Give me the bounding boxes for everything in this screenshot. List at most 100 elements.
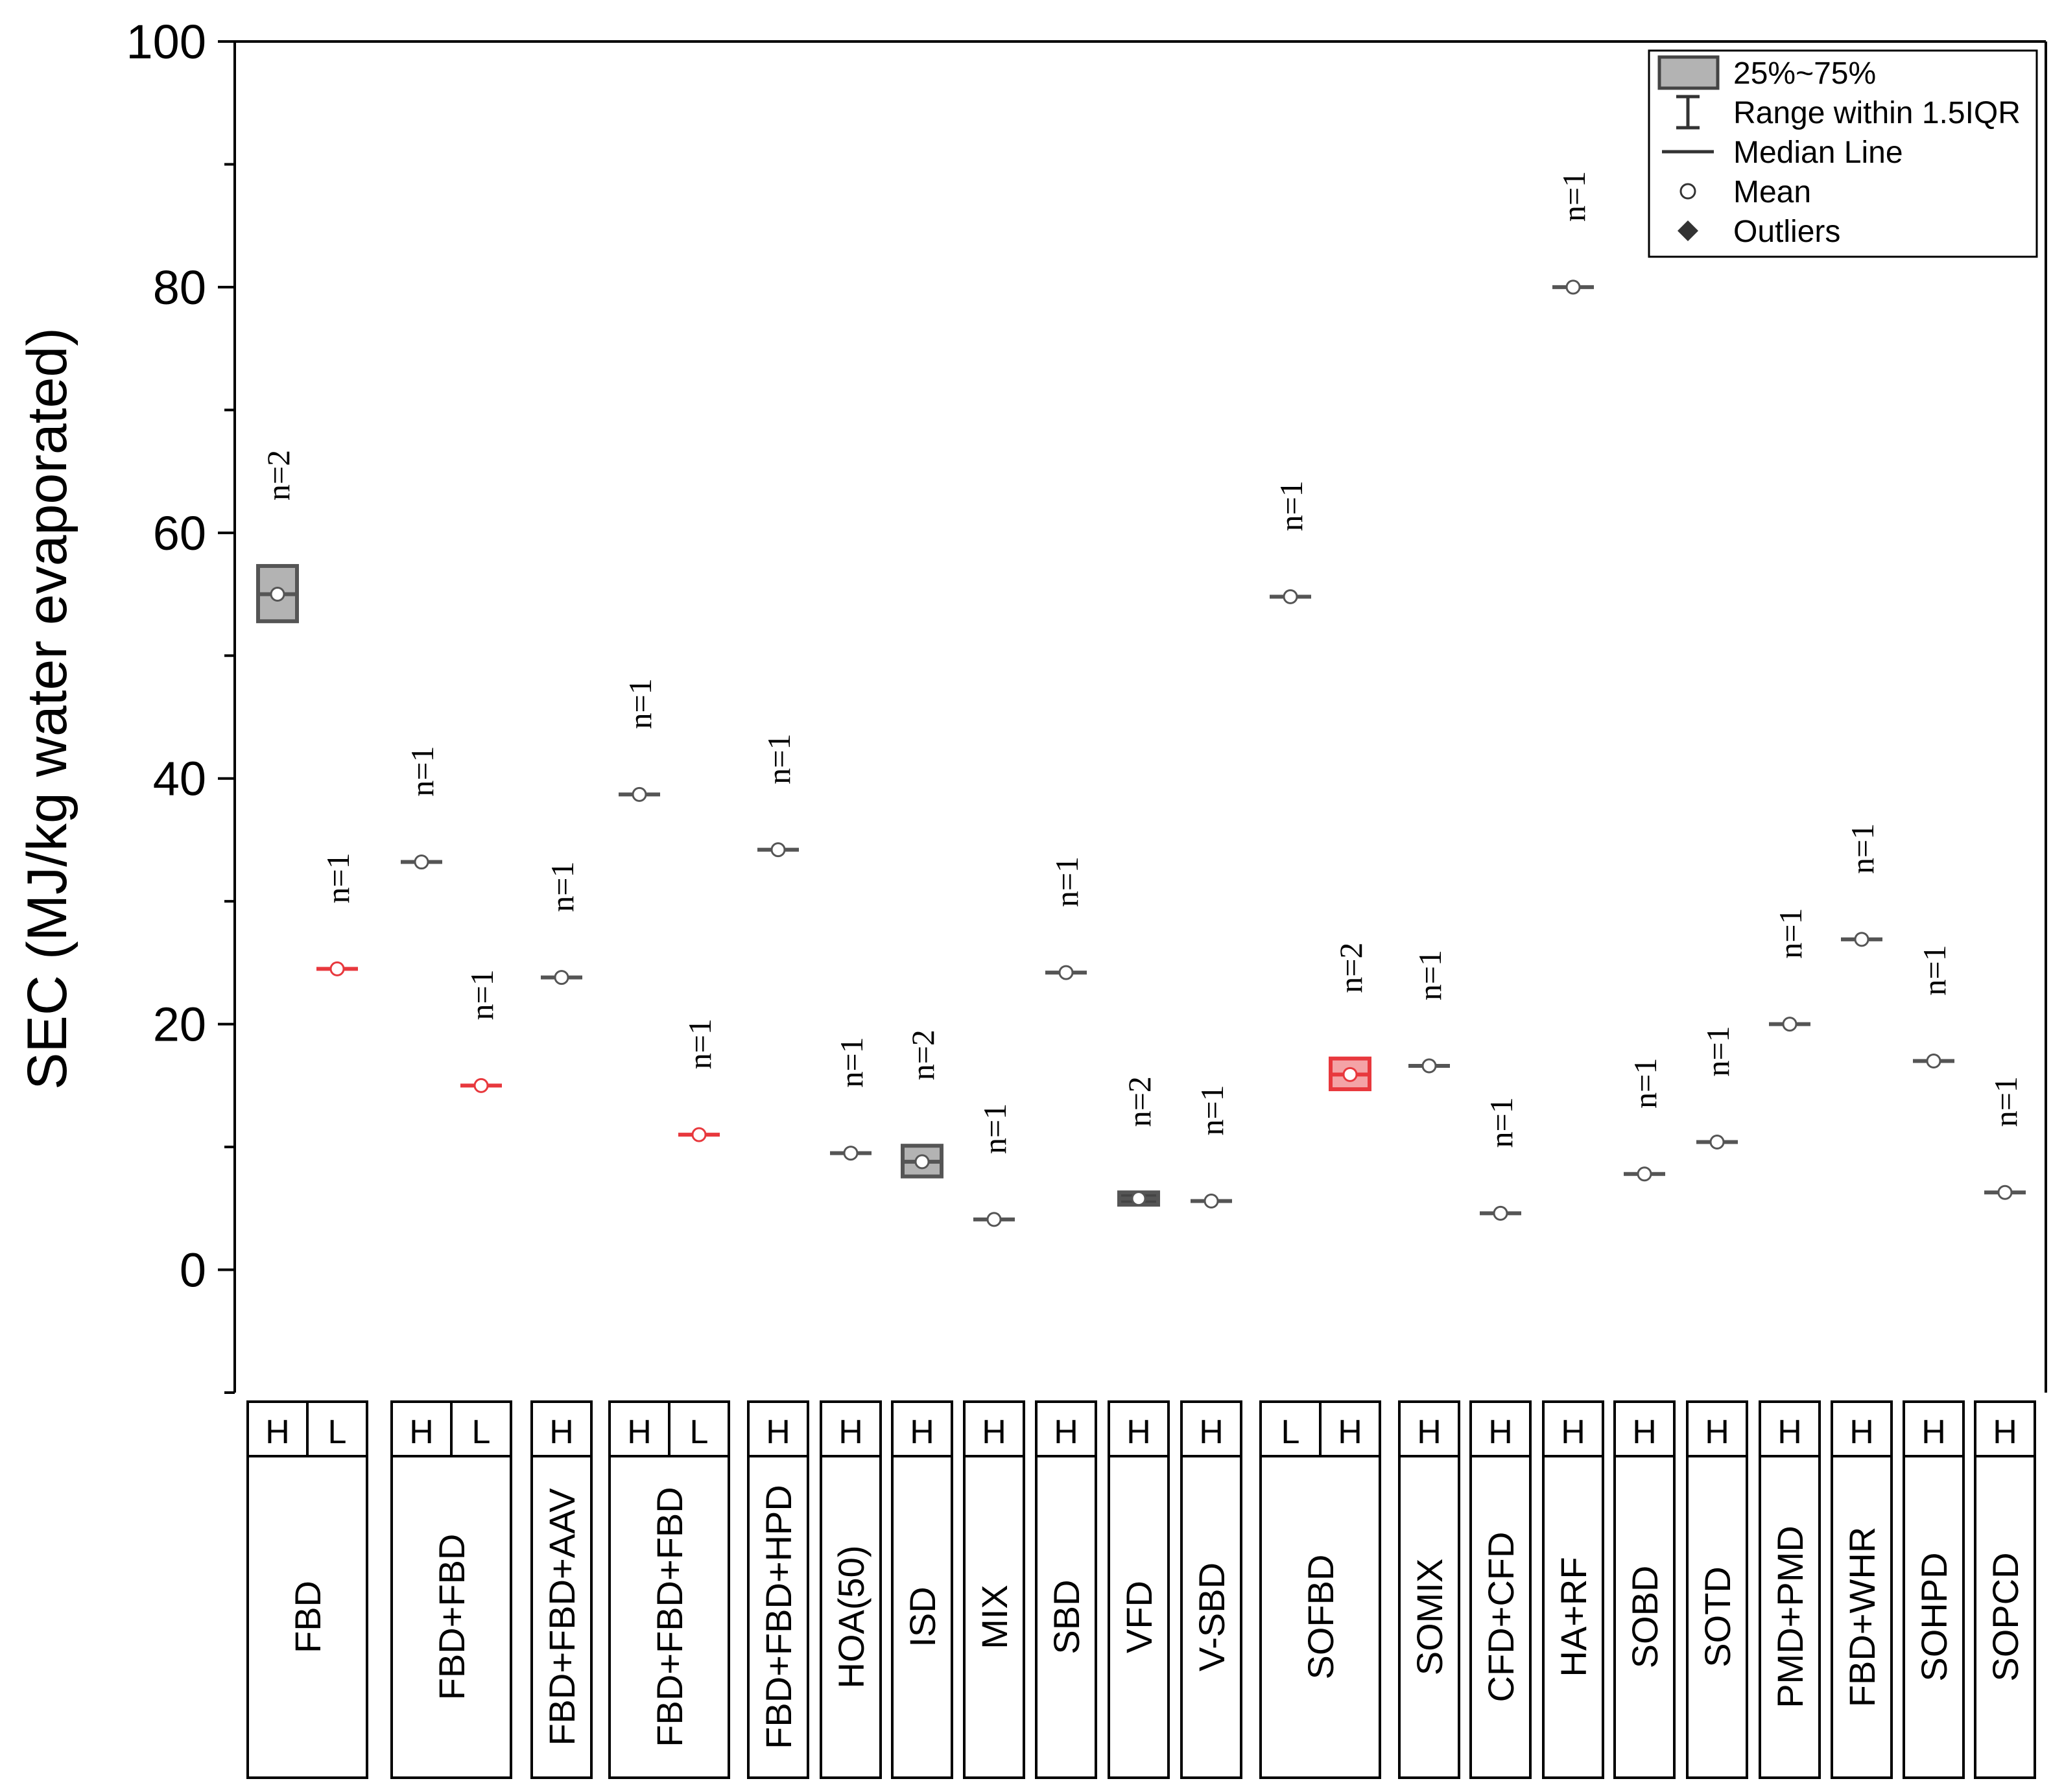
- mean-marker: [1854, 932, 1869, 947]
- mean-marker: [329, 961, 345, 976]
- n-label: n=1: [1049, 856, 1085, 907]
- category-label: FBD+FBD+FBD: [649, 1487, 690, 1747]
- level-label: H: [1849, 1413, 1874, 1451]
- mean-marker: [1131, 1191, 1146, 1207]
- level-label: L: [472, 1413, 491, 1451]
- category-label: FBD+FBD: [431, 1534, 472, 1701]
- mean-marker: [1493, 1205, 1508, 1221]
- legend-label: Range within 1.5IQR: [1733, 96, 2021, 130]
- level-label: H: [910, 1413, 934, 1451]
- y-axis-label: SEC (MJ/kg water evaporated): [16, 327, 78, 1090]
- n-label: n=2: [905, 1030, 941, 1080]
- level-label: H: [1777, 1413, 1802, 1451]
- level-label: H: [1054, 1413, 1078, 1451]
- category-box: [1686, 1400, 1748, 1779]
- y-tick-label: 20: [153, 998, 206, 1052]
- category-box: [1035, 1400, 1097, 1779]
- n-label: n=1: [761, 734, 797, 784]
- mean-marker: [914, 1154, 930, 1170]
- level-label: H: [1488, 1413, 1513, 1451]
- legend-outlier-symbol: [1678, 220, 1698, 241]
- mean-marker: [414, 855, 429, 870]
- n-label: n=1: [1194, 1085, 1230, 1135]
- category-label: FBD+FBD+AAV: [541, 1488, 582, 1746]
- category-label: FBD+WHR: [1842, 1527, 1882, 1707]
- level-label: H: [1705, 1413, 1729, 1451]
- category-box: [1542, 1400, 1604, 1779]
- mean-marker: [1926, 1053, 1941, 1068]
- n-label: n=1: [320, 853, 356, 903]
- mean-marker: [986, 1212, 1002, 1227]
- n-label: n=2: [260, 450, 296, 501]
- n-label: n=1: [1412, 950, 1448, 1000]
- category-box: [891, 1400, 953, 1779]
- n-label: n=1: [1987, 1076, 2024, 1127]
- n-label: n=1: [464, 969, 500, 1020]
- level-label: H: [627, 1413, 652, 1451]
- level-label: H: [409, 1413, 434, 1451]
- category-box: [530, 1400, 593, 1779]
- legend: 25%~75% Range within 1.5IQR Median Line Mea…: [1648, 49, 2038, 258]
- category-box: [1974, 1400, 2036, 1779]
- category-label: HOA(50): [831, 1546, 872, 1689]
- category-label: HA+RF: [1553, 1557, 1594, 1677]
- n-label: n=1: [1772, 908, 1809, 959]
- level-label: L: [328, 1413, 347, 1451]
- plot-axes: 0 20 40 60 80 100: [126, 15, 2047, 1394]
- n-label: n=1: [1700, 1026, 1736, 1076]
- legend-label: Outliers: [1733, 215, 1840, 249]
- mean-marker: [1997, 1185, 2013, 1200]
- y-tick-label: 100: [126, 15, 206, 69]
- category-label: SOTD: [1697, 1566, 1738, 1668]
- level-label: H: [1126, 1413, 1151, 1451]
- n-label: n=1: [1627, 1058, 1663, 1109]
- category-label: V-SBD: [1191, 1562, 1232, 1671]
- mean-marker: [1637, 1166, 1652, 1182]
- level-label: H: [1632, 1413, 1657, 1451]
- mean-marker: [770, 842, 786, 858]
- level-label: H: [982, 1413, 1006, 1451]
- n-label: n=2: [1121, 1076, 1157, 1127]
- category-box: [1180, 1400, 1242, 1779]
- category-label: ISD: [902, 1586, 943, 1647]
- category-box: [963, 1400, 1025, 1779]
- level-label: H: [1993, 1413, 2017, 1451]
- category-label: CFD+CFD: [1480, 1532, 1521, 1703]
- category-label: MIX: [974, 1585, 1015, 1649]
- legend-box-symbol: [1657, 55, 1720, 90]
- plot-marks: n=2 n=1 n=1 n=1 n=1 n=1 n=1 n=1 n=1 n=2 n=1 n=1 n=2 n…: [256, 171, 2026, 1227]
- category-box: [1613, 1400, 1676, 1779]
- n-label: n=2: [1333, 943, 1369, 993]
- category-box: [747, 1400, 809, 1779]
- n-label: n=1: [833, 1037, 870, 1087]
- mean-marker: [1058, 965, 1074, 980]
- mean-marker: [691, 1127, 707, 1142]
- mean-marker: [1421, 1058, 1437, 1074]
- level-label: H: [1921, 1413, 1946, 1451]
- mean-marker: [1283, 589, 1298, 604]
- legend-label: 25%~75%: [1733, 56, 1876, 91]
- level-label: H: [549, 1413, 574, 1451]
- mean-marker: [554, 970, 569, 985]
- level-label: H: [1561, 1413, 1585, 1451]
- category-box: [1831, 1400, 1893, 1779]
- category-label: SOMIX: [1409, 1559, 1450, 1675]
- mean-marker: [1342, 1067, 1358, 1082]
- mean-marker: [270, 587, 285, 602]
- level-label: H: [766, 1413, 790, 1451]
- category-box: [820, 1400, 882, 1779]
- y-tick-label: 60: [153, 506, 206, 560]
- legend-label: Mean: [1733, 175, 1811, 209]
- level-label: H: [1338, 1413, 1362, 1451]
- y-tick-label: 80: [153, 261, 206, 314]
- category-label: SOPCD: [1985, 1552, 2026, 1681]
- n-label: n=1: [1844, 823, 1880, 874]
- n-label: n=1: [544, 862, 580, 912]
- y-tick-label: 40: [153, 752, 206, 806]
- legend-mean-symbol: [1679, 183, 1696, 200]
- y-tick-label: 0: [180, 1244, 206, 1297]
- n-label: n=1: [1273, 480, 1309, 531]
- n-label: n=1: [682, 1019, 718, 1069]
- legend-label: Median Line: [1733, 136, 1903, 170]
